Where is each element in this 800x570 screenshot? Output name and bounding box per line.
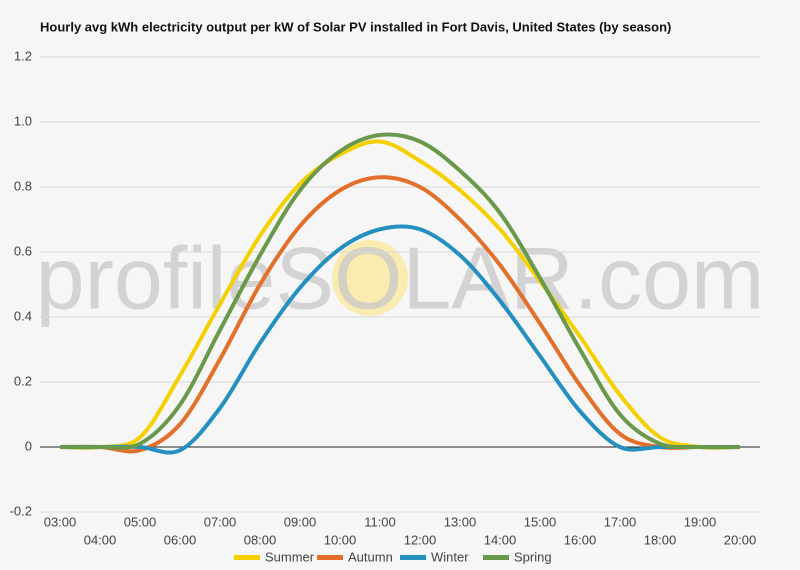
x-tick-label: 15:00 [524,514,557,529]
y-tick-label: 1.0 [14,113,32,128]
x-tick-label: 07:00 [204,514,237,529]
chart-title: Hourly avg kWh electricity output per kW… [40,19,671,34]
series-line [59,139,741,450]
x-tick-label: 18:00 [644,532,677,547]
legend-label: Summer [265,549,315,564]
y-tick-label: 0.6 [14,243,32,258]
y-tick-label: 0.8 [14,178,32,193]
y-tick-label: -0.2 [10,503,32,518]
legend-swatch [234,555,260,560]
x-tick-label: 06:00 [164,532,197,547]
y-tick-label: 0 [25,438,32,453]
x-tick-label: 19:00 [684,514,717,529]
series-line [59,175,740,454]
x-tick-label: 11:00 [364,514,396,529]
legend-swatch [400,555,426,560]
x-tick-label: 10:00 [324,532,357,547]
x-tick-label: 04:00 [84,532,117,547]
y-tick-label: 0.2 [14,373,32,388]
x-tick-label: 13:00 [444,514,477,529]
legend-label: Spring [514,549,552,564]
legend-swatch [483,555,509,560]
x-tick-label: 05:00 [124,514,157,529]
legend-label: Winter [431,549,469,564]
series-line [60,224,740,455]
series-line [59,132,741,450]
x-tick-label: 16:00 [564,532,597,547]
watermark: profileSOLAR.com [36,228,765,327]
x-tick-label: 09:00 [284,514,317,529]
x-tick-label: 03:00 [44,514,77,529]
legend-swatch [317,555,343,560]
legend-label: Autumn [348,549,393,564]
y-tick-label: 1.2 [14,48,32,63]
x-tick-label: 12:00 [404,532,437,547]
x-tick-label: 17:00 [604,514,637,529]
x-tick-label: 14:00 [484,532,517,547]
watermark-sun [332,240,408,316]
x-tick-label: 20:00 [724,532,757,547]
x-tick-label: 08:00 [244,532,277,547]
y-tick-label: 0.4 [14,308,32,323]
